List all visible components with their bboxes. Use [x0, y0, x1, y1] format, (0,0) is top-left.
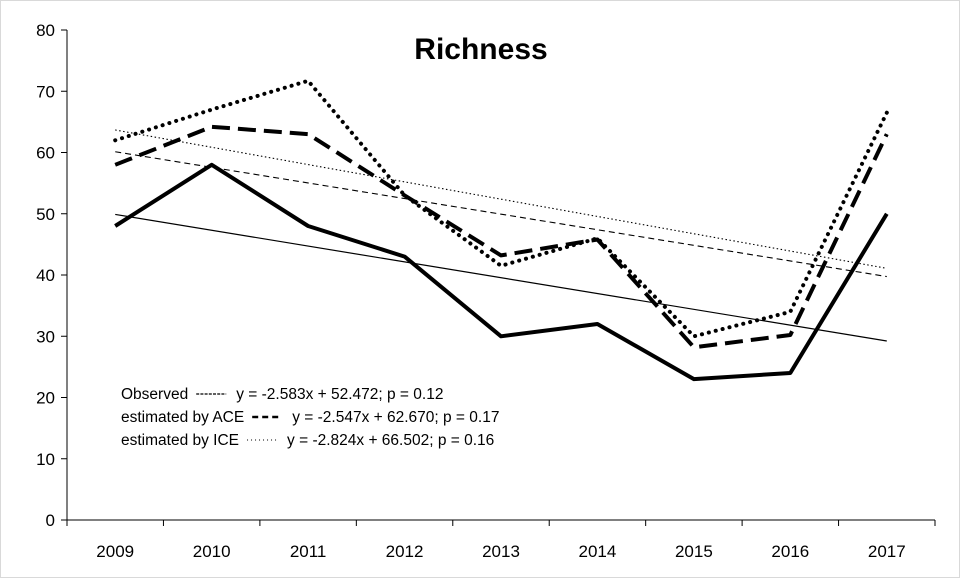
trendline-estimated-by-ace: [115, 151, 887, 278]
y-tick-label: 50: [36, 205, 55, 224]
x-tick-label: 2012: [386, 542, 424, 561]
x-tick-label: 2010: [193, 542, 231, 561]
legend-equation: y = -2.824x + 66.502; p = 0.16: [287, 432, 494, 449]
y-tick-label: 0: [46, 511, 55, 530]
legend-label: estimated by ACE: [121, 409, 244, 426]
series-line-observed: [114, 162, 889, 382]
chart-title: Richness: [414, 33, 547, 66]
axes: 0 10 20 30 40 50 60 70 80 2009 2010 2011 2012 2013 201…: [36, 21, 936, 561]
legend-equation: y = -2.547x + 62.670; p = 0.17: [292, 409, 499, 426]
legend-label: Observed: [121, 386, 188, 403]
trendline-observed: [115, 213, 887, 342]
data-series: [113, 78, 889, 382]
y-tick-label: 80: [36, 21, 55, 40]
series-line-estimated-by-ace: [114, 124, 889, 350]
y-tick-label: 70: [36, 82, 55, 101]
x-tick-label: 2009: [96, 542, 134, 561]
series-line-estimated-by-ice: [113, 78, 889, 339]
x-tick-label: 2014: [579, 542, 617, 561]
y-tick-label: 40: [36, 266, 55, 285]
data-point: [692, 345, 696, 349]
legend-equation: y = -2.583x + 52.472; p = 0.12: [236, 386, 443, 403]
x-tick-label: 2016: [771, 542, 809, 561]
trendline-estimated-by-ice: [115, 129, 887, 269]
x-tick-label: 2013: [482, 542, 520, 561]
legend-label: estimated by ICE: [121, 432, 239, 449]
y-tick-label: 60: [36, 144, 55, 163]
y-tick-label: 10: [36, 450, 55, 469]
x-tick-label: 2011: [290, 542, 327, 561]
x-tick-label: 2017: [868, 542, 906, 561]
x-tick-label: 2015: [675, 542, 713, 561]
y-tick-label: 30: [36, 327, 55, 346]
y-tick-label: 20: [36, 389, 55, 408]
trendlines: [115, 129, 887, 342]
legend: Observed y = -2.583x + 52.472; p = 0.12 es…: [121, 386, 499, 449]
